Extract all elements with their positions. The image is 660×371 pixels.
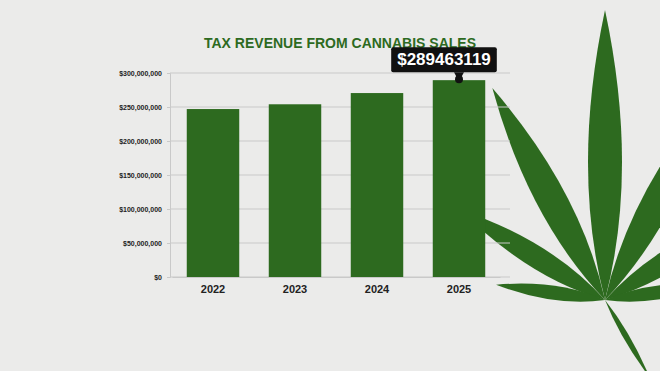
chart: TAX REVENUE FROM CANNABIS SALES$0$50,000… (0, 0, 660, 371)
y-tick-mark (167, 141, 170, 142)
y-axis: $0 $50,000,000 $100,000,000 $150,000,000 $20… (119, 70, 170, 282)
y-tick: $50,000,000 (123, 240, 170, 248)
y-tick-mark (167, 107, 170, 108)
y-tick-mark (167, 175, 170, 176)
leaf-leaflet (495, 278, 606, 307)
y-tick-label: $150,000,000 (119, 172, 162, 180)
annotation-point (455, 75, 463, 83)
y-axis-line (167, 74, 171, 278)
y-tick: $150,000,000 (119, 172, 170, 180)
x-tick: 2024 (365, 277, 390, 295)
y-tick-label: $200,000,000 (119, 138, 162, 146)
y-tick-label: $50,000,000 (123, 240, 162, 248)
y-tick: $250,000,000 (119, 104, 170, 112)
bars (187, 80, 485, 277)
x-tick: 2023 (283, 277, 307, 295)
y-tick-label: $100,000,000 (119, 206, 162, 214)
annotation-label: $289463119 (397, 50, 491, 69)
y-tick-label: $250,000,000 (119, 104, 162, 112)
annotation-box (391, 47, 497, 72)
x-tick-label: 2024 (365, 283, 390, 295)
y-tick-label: $0 (154, 274, 162, 282)
x-axis-line (173, 277, 501, 278)
y-tick-mark (167, 243, 170, 244)
y-tick: $0 (154, 274, 170, 282)
leaf-leaflet (602, 299, 652, 371)
y-tick-mark (167, 73, 170, 74)
x-axis: 2022 2023 2024 2025 (173, 277, 501, 295)
x-tick-label: 2022 (201, 283, 225, 295)
grid (170, 73, 510, 277)
leaf-leaflet (604, 278, 660, 307)
bar (269, 104, 321, 277)
x-tick-label: 2025 (447, 283, 471, 295)
y-tick: $100,000,000 (119, 206, 170, 214)
x-tick: 2025 (447, 277, 471, 295)
y-tick-mark (167, 277, 170, 278)
leaf-leaflet (588, 10, 622, 300)
y-tick-mark (167, 209, 170, 210)
x-tick-label: 2023 (283, 283, 307, 295)
leaf-leaflet (599, 201, 660, 310)
bar (187, 109, 239, 277)
y-tick: $300,000,000 (119, 70, 170, 78)
bar (433, 80, 485, 277)
bar (351, 93, 403, 277)
annotation: $289463119 (391, 47, 497, 83)
y-tick: $200,000,000 (119, 138, 170, 146)
y-tick-label: $300,000,000 (119, 70, 162, 78)
x-tick: 2022 (201, 277, 225, 295)
